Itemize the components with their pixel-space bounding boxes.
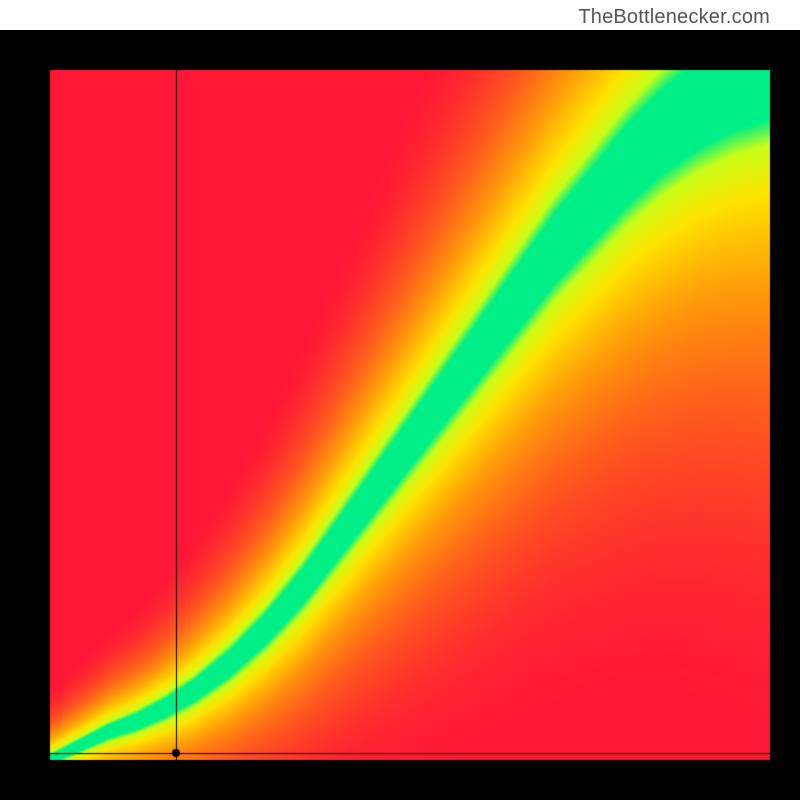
bottleneck-heatmap	[0, 30, 800, 800]
chart-container	[0, 30, 800, 800]
watermark-text: TheBottlenecker.com	[578, 6, 770, 29]
